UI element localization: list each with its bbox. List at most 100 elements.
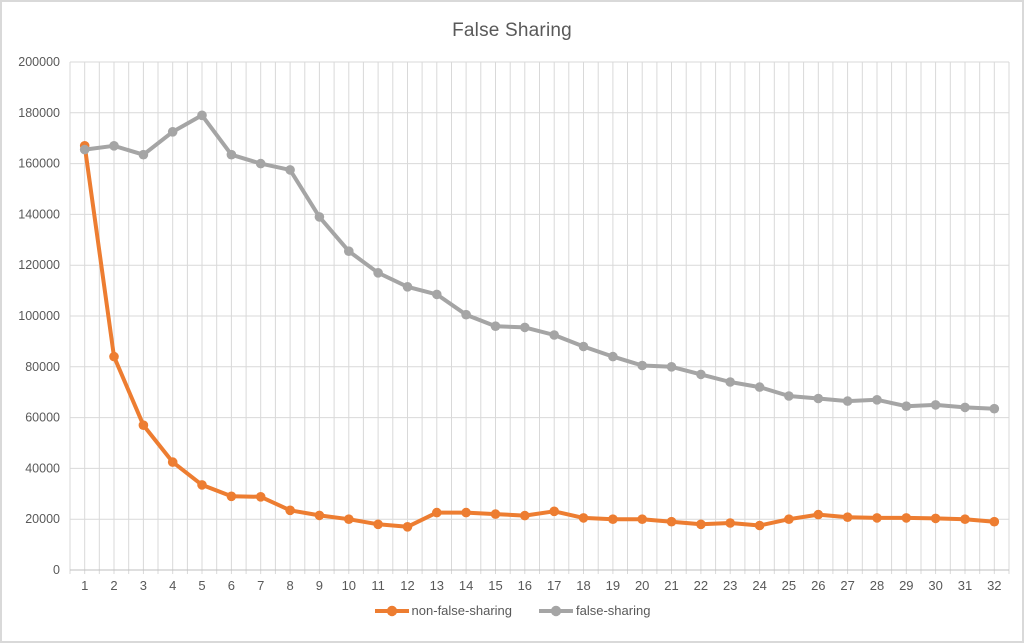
svg-text:100000: 100000 bbox=[18, 309, 60, 323]
svg-text:20: 20 bbox=[635, 578, 649, 593]
data-point bbox=[725, 518, 735, 528]
data-point bbox=[285, 165, 295, 175]
legend-label-non-false-sharing: non-false-sharing bbox=[411, 603, 512, 618]
svg-text:27: 27 bbox=[840, 578, 854, 593]
data-point bbox=[784, 391, 794, 401]
svg-text:6: 6 bbox=[228, 578, 235, 593]
svg-text:160000: 160000 bbox=[18, 157, 60, 171]
svg-text:120000: 120000 bbox=[18, 258, 60, 272]
data-point bbox=[344, 514, 354, 524]
data-point bbox=[637, 360, 647, 371]
svg-text:20000: 20000 bbox=[25, 512, 60, 526]
data-point bbox=[842, 512, 853, 522]
data-point bbox=[930, 400, 941, 410]
legend-item-non-false-sharing: non-false-sharing bbox=[374, 603, 512, 618]
chart-title: False Sharing bbox=[452, 20, 572, 41]
legend-item-false-sharing: false-sharing bbox=[538, 603, 650, 618]
data-point bbox=[608, 514, 618, 524]
data-point bbox=[402, 282, 413, 292]
data-point bbox=[432, 289, 442, 300]
svg-text:180000: 180000 bbox=[18, 106, 60, 120]
svg-text:22: 22 bbox=[694, 578, 708, 593]
svg-text:60000: 60000 bbox=[25, 411, 60, 425]
svg-text:40000: 40000 bbox=[25, 461, 60, 475]
data-point bbox=[520, 510, 530, 521]
data-point bbox=[930, 513, 941, 524]
data-point bbox=[578, 513, 589, 523]
legend-label-false-sharing: false-sharing bbox=[576, 603, 651, 618]
svg-text:30: 30 bbox=[928, 578, 942, 593]
data-point bbox=[901, 513, 912, 523]
data-point bbox=[754, 382, 765, 392]
data-point bbox=[167, 457, 178, 467]
data-point bbox=[255, 158, 266, 169]
svg-text:12: 12 bbox=[400, 578, 414, 593]
data-point bbox=[373, 519, 383, 530]
data-point bbox=[696, 519, 706, 530]
svg-text:28: 28 bbox=[870, 578, 884, 593]
data-point bbox=[109, 141, 119, 151]
svg-text:14: 14 bbox=[459, 578, 473, 593]
svg-text:7: 7 bbox=[257, 578, 264, 593]
gridlines bbox=[69, 61, 1010, 574]
data-point bbox=[989, 403, 1000, 414]
svg-text:200000: 200000 bbox=[18, 55, 60, 69]
svg-text:5: 5 bbox=[198, 578, 205, 593]
svg-text:4: 4 bbox=[169, 578, 176, 593]
series-false-sharing bbox=[79, 110, 1000, 414]
data-point bbox=[960, 514, 970, 524]
data-point bbox=[989, 516, 1000, 527]
data-point bbox=[872, 513, 882, 523]
svg-text:11: 11 bbox=[371, 578, 385, 593]
data-point bbox=[842, 396, 853, 406]
data-point bbox=[666, 516, 677, 527]
svg-text:24: 24 bbox=[752, 578, 766, 593]
data-point bbox=[167, 127, 178, 137]
svg-text:10: 10 bbox=[342, 578, 356, 593]
svg-text:25: 25 bbox=[782, 578, 796, 593]
series-non-false-sharing bbox=[79, 141, 1000, 532]
data-point bbox=[754, 520, 765, 531]
data-point bbox=[578, 341, 589, 352]
data-point bbox=[138, 149, 149, 160]
svg-text:140000: 140000 bbox=[18, 207, 60, 221]
data-point bbox=[666, 362, 677, 372]
data-point bbox=[373, 268, 383, 278]
data-point bbox=[872, 395, 882, 405]
svg-text:16: 16 bbox=[518, 578, 532, 593]
data-point bbox=[432, 507, 442, 518]
data-point bbox=[285, 505, 295, 516]
svg-text:13: 13 bbox=[430, 578, 444, 593]
data-point bbox=[901, 401, 912, 412]
data-point bbox=[314, 212, 325, 222]
svg-text:1: 1 bbox=[81, 578, 88, 593]
data-point bbox=[461, 309, 471, 320]
svg-text:8: 8 bbox=[286, 578, 293, 593]
line-marker-icon bbox=[539, 605, 573, 616]
data-point bbox=[784, 514, 794, 524]
data-point bbox=[197, 110, 207, 121]
x-axis-labels: 1 2 3 4 5 6 7 8 9 10 11 12 13 14 15 16 17 18 19 20 21 22 23 24 2… bbox=[81, 578, 1001, 593]
data-point bbox=[461, 507, 471, 518]
legend: non-false-sharing false-sharing bbox=[2, 603, 1022, 618]
data-point bbox=[197, 480, 207, 490]
svg-text:29: 29 bbox=[899, 578, 913, 593]
data-point bbox=[344, 246, 354, 256]
svg-text:18: 18 bbox=[576, 578, 590, 593]
line-marker-icon bbox=[374, 605, 409, 616]
data-point bbox=[608, 351, 618, 362]
data-point bbox=[314, 510, 325, 521]
svg-text:23: 23 bbox=[723, 578, 737, 593]
y-axis-labels: 0 20000 40000 60000 80000 100000 120000 140000 1… bbox=[18, 55, 60, 577]
data-point bbox=[226, 149, 237, 160]
data-point bbox=[813, 393, 824, 404]
data-point bbox=[490, 509, 501, 519]
data-point bbox=[402, 522, 413, 532]
svg-text:19: 19 bbox=[606, 578, 620, 593]
data-point bbox=[696, 369, 706, 380]
data-point bbox=[725, 377, 735, 387]
svg-text:2: 2 bbox=[110, 578, 117, 593]
svg-text:15: 15 bbox=[488, 578, 502, 593]
